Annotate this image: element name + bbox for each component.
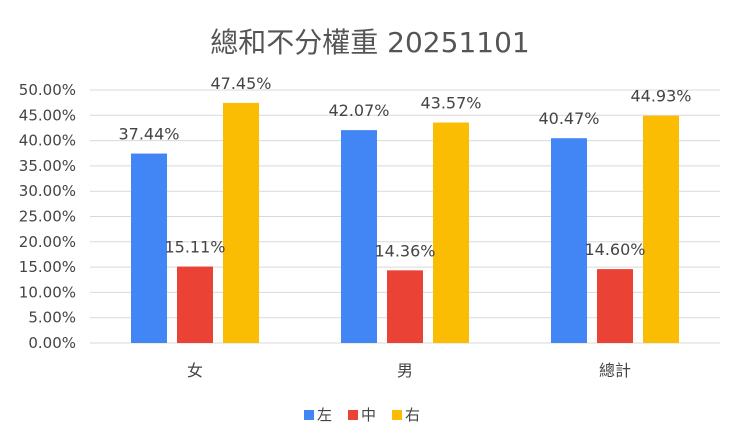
y-tick-label: 45.00% (19, 106, 76, 124)
bars (131, 102, 679, 343)
data-label: 47.45% (210, 74, 271, 93)
data-label: 42.07% (328, 101, 389, 120)
y-tick-label: 40.00% (19, 132, 76, 150)
data-label: 44.93% (630, 87, 691, 106)
y-tick-label: 5.00% (28, 309, 76, 327)
legend-label: 中 (361, 406, 376, 424)
y-tick-label: 30.00% (19, 182, 76, 200)
bar (387, 270, 423, 343)
data-label: 40.47% (538, 109, 599, 128)
y-tick-label: 10.00% (19, 283, 76, 301)
legend-label: 右 (405, 406, 420, 424)
x-axis-categories: 女 男 總計 (187, 361, 631, 380)
data-label: 15.11% (164, 238, 225, 257)
data-labels: 37.44% 15.11% 47.45% 42.07% 14.36% 43.57% 40.4… (118, 74, 691, 260)
data-label: 43.57% (420, 94, 481, 113)
data-label: 14.60% (584, 240, 645, 259)
legend-swatch (392, 410, 402, 420)
chart-title: 總和不分權重 20251101 (210, 26, 529, 59)
bar (551, 138, 587, 343)
bar (433, 122, 469, 343)
x-category-label: 女 (187, 361, 203, 380)
y-tick-label: 25.00% (19, 208, 76, 226)
x-category-label: 總計 (599, 361, 631, 380)
legend: 左中右 (304, 406, 420, 424)
y-tick-label: 20.00% (19, 233, 76, 251)
bar (643, 115, 679, 343)
bar (223, 102, 259, 343)
legend-swatch (348, 410, 358, 420)
bar (341, 130, 377, 343)
y-tick-label: 35.00% (19, 157, 76, 175)
y-axis-ticks: 0.00% 5.00% 10.00% 15.00% 20.00% 25.00% 30.00%… (19, 81, 76, 352)
bar (131, 153, 167, 343)
y-tick-label: 0.00% (28, 334, 76, 352)
legend-label: 左 (317, 406, 332, 424)
legend-swatch (304, 410, 314, 420)
data-label: 37.44% (118, 125, 179, 144)
y-tick-label: 50.00% (19, 81, 76, 99)
x-category-label: 男 (397, 361, 413, 380)
bar (177, 266, 213, 343)
y-tick-label: 15.00% (19, 258, 76, 276)
bar (597, 269, 633, 343)
data-label: 14.36% (374, 241, 435, 260)
